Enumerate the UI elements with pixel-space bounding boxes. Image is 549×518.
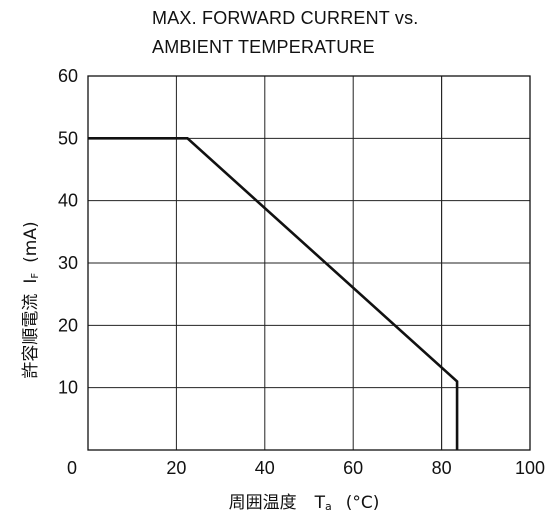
y-tick-label-20: 20 bbox=[58, 315, 78, 335]
x-tick-label-100: 100 bbox=[515, 458, 545, 478]
y-tick-label-30: 30 bbox=[58, 253, 78, 273]
y-tick-label-10: 10 bbox=[58, 378, 78, 398]
y-tick-label-60: 60 bbox=[58, 66, 78, 86]
x-axis-label: 周囲温度 Ta (°C) bbox=[229, 493, 380, 513]
x-axis-symbol: T bbox=[314, 493, 326, 513]
chart-title-line-2: AMBIENT TEMPERATURE bbox=[152, 37, 375, 57]
y-tick-label-40: 40 bbox=[58, 191, 78, 211]
y-axis-label: 許容順電流 IF (mA) bbox=[21, 221, 41, 378]
x-axis-unit: (°C) bbox=[346, 493, 380, 513]
x-tick-label-80: 80 bbox=[432, 458, 452, 478]
x-axis-label-text: 周囲温度 bbox=[229, 493, 297, 513]
x-tick-label-60: 60 bbox=[343, 458, 363, 478]
chart-title-line-1: MAX. FORWARD CURRENT vs. bbox=[152, 8, 419, 28]
plot-frame bbox=[87, 75, 531, 451]
y-axis-subscript: F bbox=[30, 273, 41, 279]
y-axis-unit: (mA) bbox=[21, 221, 41, 262]
x-axis-subscript: a bbox=[325, 500, 332, 513]
y-axis-symbol: I bbox=[21, 279, 41, 284]
x-tick-label-20: 20 bbox=[166, 458, 186, 478]
y-tick-label-50: 50 bbox=[58, 128, 78, 148]
series-line-0 bbox=[88, 137, 459, 450]
series-layer bbox=[88, 137, 459, 450]
y-axis-label-text: 許容順電流 bbox=[21, 294, 41, 379]
origin-label: 0 bbox=[67, 458, 77, 478]
grid bbox=[88, 76, 530, 450]
x-tick-label-40: 40 bbox=[255, 458, 275, 478]
tick-labels: 20 40 60 80 100 0 10 20 30 40 50 60 bbox=[58, 66, 545, 478]
plot-border bbox=[87, 75, 531, 451]
